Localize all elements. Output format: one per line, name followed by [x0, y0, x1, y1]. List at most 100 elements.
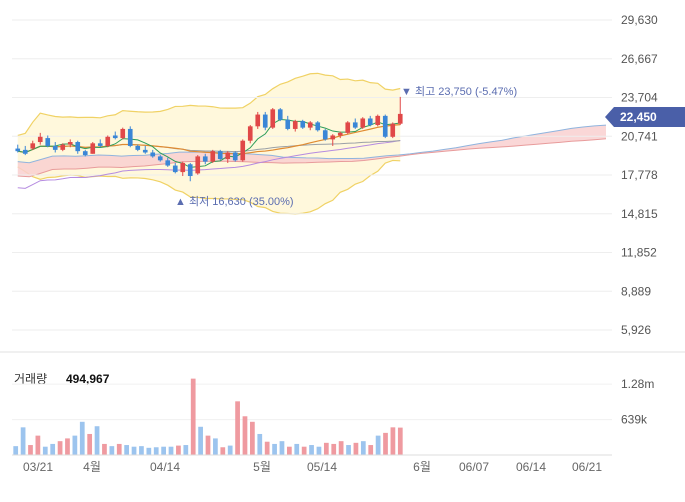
- volume-bar[interactable]: [94, 426, 100, 455]
- volume-bar[interactable]: [375, 435, 381, 455]
- candle[interactable]: [285, 115, 291, 131]
- volume-bar[interactable]: [109, 446, 115, 455]
- volume-bar[interactable]: [220, 447, 226, 455]
- candle[interactable]: [67, 139, 73, 148]
- volume-bar[interactable]: [79, 421, 85, 455]
- candlestick-layer[interactable]: [15, 96, 403, 182]
- candle[interactable]: [300, 119, 306, 129]
- volume-bar[interactable]: [176, 445, 181, 455]
- candle[interactable]: [30, 140, 36, 150]
- candle[interactable]: [202, 153, 208, 165]
- candle[interactable]: [60, 143, 66, 152]
- volume-bar[interactable]: [116, 443, 122, 455]
- candle[interactable]: [390, 122, 396, 139]
- volume-bar[interactable]: [139, 446, 144, 455]
- volume-bar[interactable]: [250, 421, 255, 455]
- candle[interactable]: [240, 139, 246, 162]
- candle[interactable]: [292, 119, 298, 132]
- volume-bar[interactable]: [57, 441, 63, 455]
- candle[interactable]: [37, 132, 43, 145]
- candle[interactable]: [247, 125, 253, 144]
- volume-bar[interactable]: [28, 445, 33, 455]
- volume-bar[interactable]: [383, 432, 388, 455]
- volume-bar[interactable]: [65, 438, 70, 455]
- volume-bar[interactable]: [168, 446, 174, 455]
- candle[interactable]: [375, 114, 381, 127]
- candle[interactable]: [142, 145, 148, 154]
- volume-bar[interactable]: [323, 442, 329, 455]
- candle[interactable]: [307, 121, 313, 131]
- volume-bar[interactable]: [346, 445, 351, 455]
- candle[interactable]: [232, 151, 238, 162]
- candle[interactable]: [262, 111, 268, 131]
- volume-bar[interactable]: [131, 446, 137, 455]
- candle[interactable]: [322, 128, 328, 141]
- candle[interactable]: [225, 151, 231, 163]
- volume-bar[interactable]: [235, 401, 240, 455]
- candle[interactable]: [217, 149, 223, 161]
- volume-bar[interactable]: [42, 446, 48, 455]
- candle[interactable]: [120, 127, 126, 140]
- volume-bar[interactable]: [161, 446, 166, 455]
- candle[interactable]: [180, 161, 186, 177]
- volume-bar[interactable]: [338, 441, 344, 455]
- volume-bar[interactable]: [242, 416, 248, 455]
- candle[interactable]: [135, 144, 141, 152]
- volume-bar[interactable]: [227, 445, 233, 455]
- volume-bar[interactable]: [20, 427, 26, 455]
- candle[interactable]: [157, 155, 163, 162]
- volume-bar[interactable]: [360, 441, 366, 455]
- volume-bar[interactable]: [87, 433, 93, 455]
- volume-bar[interactable]: [264, 441, 270, 455]
- volume-bar[interactable]: [368, 445, 374, 455]
- candle[interactable]: [397, 96, 403, 126]
- volume-bar[interactable]: [124, 445, 130, 455]
- volume-bar[interactable]: [146, 447, 152, 455]
- volume-bar[interactable]: [301, 446, 307, 455]
- candle[interactable]: [172, 162, 178, 174]
- candle[interactable]: [187, 162, 193, 182]
- volume-bar[interactable]: [353, 442, 359, 455]
- candle[interactable]: [150, 149, 156, 158]
- volume-bar[interactable]: [198, 426, 203, 455]
- volume-bars[interactable]: [13, 378, 403, 455]
- volume-bar[interactable]: [50, 443, 56, 455]
- candle[interactable]: [315, 121, 321, 132]
- candle[interactable]: [277, 108, 283, 122]
- volume-bar[interactable]: [183, 445, 189, 455]
- volume-bar[interactable]: [13, 446, 19, 455]
- volume-bar[interactable]: [153, 447, 159, 455]
- candle[interactable]: [345, 121, 351, 135]
- candle[interactable]: [337, 131, 343, 139]
- volume-bar[interactable]: [257, 433, 263, 455]
- volume-bar[interactable]: [390, 427, 396, 455]
- volume-bar[interactable]: [331, 443, 337, 455]
- volume-bar[interactable]: [316, 446, 322, 455]
- candle[interactable]: [255, 111, 261, 129]
- candle[interactable]: [330, 134, 336, 146]
- candle[interactable]: [112, 131, 118, 140]
- candle[interactable]: [22, 145, 28, 156]
- candle[interactable]: [97, 139, 103, 148]
- candle[interactable]: [127, 126, 133, 148]
- volume-bar[interactable]: [205, 435, 211, 455]
- candle[interactable]: [15, 144, 21, 153]
- candle[interactable]: [82, 149, 88, 157]
- volume-bar[interactable]: [397, 427, 403, 455]
- candle[interactable]: [90, 142, 96, 154]
- candle[interactable]: [165, 157, 171, 167]
- candle[interactable]: [75, 140, 81, 154]
- candle[interactable]: [210, 149, 216, 163]
- volume-bar[interactable]: [190, 378, 196, 455]
- candle[interactable]: [367, 115, 373, 127]
- candle[interactable]: [195, 155, 201, 175]
- volume-bar[interactable]: [294, 443, 300, 455]
- volume-bar[interactable]: [72, 435, 78, 455]
- volume-bar[interactable]: [286, 446, 292, 455]
- volume-bar[interactable]: [272, 443, 277, 455]
- volume-bar[interactable]: [35, 435, 41, 455]
- candle[interactable]: [382, 114, 388, 139]
- candle[interactable]: [105, 135, 111, 148]
